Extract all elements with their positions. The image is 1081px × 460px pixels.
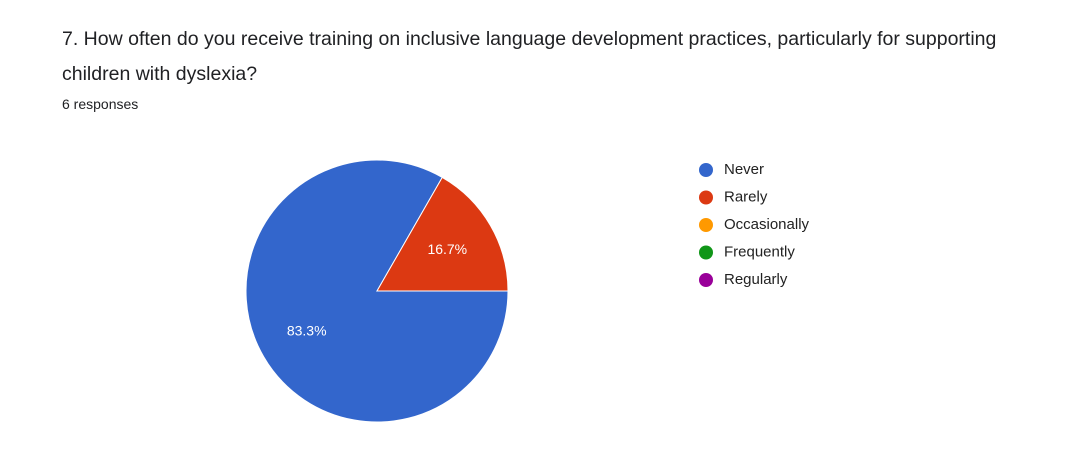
slice-label: 16.7%	[427, 241, 467, 257]
pie-slice	[376, 176, 509, 292]
legend-label: Rarely	[724, 188, 768, 205]
slice-label: 83.3%	[287, 322, 327, 338]
legend-marker	[699, 245, 713, 260]
question-title: 7. How often do you receive training on …	[62, 28, 997, 85]
legend-marker	[699, 218, 713, 232]
legend-marker	[699, 163, 713, 177]
legend-label: Frequently	[724, 243, 795, 260]
legend-marker	[699, 190, 713, 205]
legend-marker	[699, 273, 713, 287]
response-count: 6 responses	[62, 96, 139, 112]
legend-label: Occasionally	[724, 216, 810, 233]
legend-label: Regularly	[724, 271, 788, 288]
legend-label: Never	[724, 161, 764, 178]
